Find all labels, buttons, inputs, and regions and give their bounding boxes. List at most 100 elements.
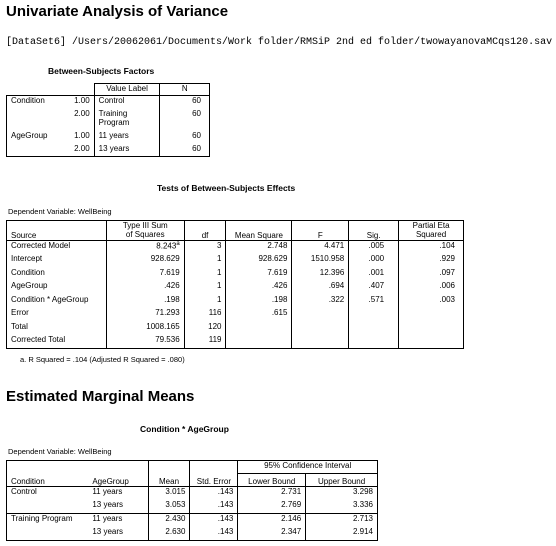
emm-header-upper: Upper Bound xyxy=(305,473,378,487)
emm-header-se: Std. Error xyxy=(189,473,238,487)
emm-mean: 3.015 xyxy=(147,486,190,500)
tbse-df: 116 xyxy=(183,308,226,322)
table-row: Intercept 928.629 1 928.629 1510.958 .00… xyxy=(7,254,464,268)
bsf-label: Training Program xyxy=(93,108,160,131)
tbse-sig: .001 xyxy=(348,267,399,281)
emm-se: .143 xyxy=(189,486,238,500)
between-subjects-factors-table: Value Label N Condition 1.00 Control 60 … xyxy=(6,83,210,157)
tbse-header-ss-line1: Type III Sum xyxy=(122,221,168,230)
tbse-header-ss: Type III Sum of Squares xyxy=(105,220,185,241)
tbse-eta: .006 xyxy=(398,281,464,295)
tbse-ss: 928.629 xyxy=(105,254,185,268)
emm-se: .143 xyxy=(189,513,238,527)
tbse-f xyxy=(291,308,349,322)
bsf-value: 2.00 xyxy=(61,143,95,157)
tbse-header-sig: Sig. xyxy=(348,220,399,241)
tbse-ss: 7.619 xyxy=(105,267,185,281)
tbse-eta xyxy=(398,308,464,322)
tbse-ss: 1008.165 xyxy=(105,321,185,335)
tbse-f: 12.396 xyxy=(291,267,349,281)
emm-agegroup: 11 years xyxy=(92,514,123,523)
tbse-footnote: a. R Squared = .104 (Adjusted R Squared … xyxy=(20,355,185,364)
tbse-f: 1510.958 xyxy=(291,254,349,268)
emm-upper: 2.713 xyxy=(305,513,378,527)
bsf-label: Control xyxy=(93,95,160,109)
tbse-df: 119 xyxy=(183,335,226,349)
bsf-factor: Condition xyxy=(6,95,62,109)
bsf-n: 60 xyxy=(159,143,210,157)
tbse-df: 1 xyxy=(183,294,226,308)
emm-condition xyxy=(7,527,89,541)
table-row: 13 years 2.630 .143 2.347 2.914 xyxy=(7,527,378,541)
tbse-sig xyxy=(348,321,399,335)
bsf-n: 60 xyxy=(159,130,210,144)
bsf-label-line2: Program xyxy=(98,117,130,127)
tbse-eta: .097 xyxy=(398,267,464,281)
emm-mean: 3.053 xyxy=(147,500,190,514)
bsf-title: Between-Subjects Factors xyxy=(48,66,155,76)
tbse-header-source: Source xyxy=(11,230,37,240)
tbse-header-ms: Mean Square xyxy=(225,220,292,241)
bsf-factor xyxy=(6,143,62,157)
table-row: 2.00 13 years 60 xyxy=(6,143,210,157)
tbse-source: Condition * AgeGroup xyxy=(11,294,89,304)
emm-lower: 2.347 xyxy=(237,527,306,541)
table-row: AgeGroup .426 1 .426 .694 .407 .006 xyxy=(7,281,464,295)
tbse-sig: .005 xyxy=(348,240,399,254)
tbse-ss: 71.293 xyxy=(105,308,185,322)
tbse-ms xyxy=(225,335,292,349)
table-row: AgeGroup 1.00 11 years 60 xyxy=(6,130,210,144)
bsf-n: 60 xyxy=(159,108,210,131)
tbse-f: .694 xyxy=(291,281,349,295)
bsf-label: 11 years xyxy=(93,130,160,144)
table-row: Condition * AgeGroup .198 1 .198 .322 .5… xyxy=(7,294,464,308)
emm-lower: 2.769 xyxy=(237,500,306,514)
emm-condition: Training Program xyxy=(11,514,73,523)
emm-header-mean: Mean xyxy=(147,473,190,487)
tbse-df: 1 xyxy=(183,254,226,268)
emm-header-ci: 95% Confidence Interval xyxy=(237,460,378,474)
emm-se: .143 xyxy=(189,527,238,541)
tbse-dependent-variable: Dependent Variable: WellBeing xyxy=(8,207,112,216)
emm-header-condition: Condition xyxy=(11,476,45,486)
table-row: Condition 7.619 1 7.619 12.396 .001 .097 xyxy=(7,267,464,281)
tbse-df: 1 xyxy=(183,281,226,295)
emm-mean: 2.430 xyxy=(147,513,190,527)
tbse-source: Corrected Total xyxy=(11,335,66,344)
bsf-header-value-label: Value Label xyxy=(93,83,161,96)
tbse-ss: .426 xyxy=(105,281,185,295)
emm-upper: 2.914 xyxy=(305,527,378,541)
tbse-ss: .198 xyxy=(105,294,185,308)
emm-lower: 2.146 xyxy=(237,513,306,527)
tbse-eta xyxy=(398,335,464,349)
tbse-source: Condition xyxy=(11,267,45,277)
tbse-sig: .407 xyxy=(348,281,399,295)
estimated-marginal-means-table: 95% Confidence Interval Condition AgeGro… xyxy=(6,460,378,541)
bsf-factor: AgeGroup xyxy=(6,130,62,144)
bsf-header-n: N xyxy=(159,83,210,96)
table-row: Error 71.293 116 .615 xyxy=(7,308,464,322)
tbse-header-ss-line2: of Squares xyxy=(125,230,165,240)
tbse-eta: .104 xyxy=(398,240,464,254)
tbse-header-eta-line1: Partial Eta xyxy=(412,221,450,230)
tbse-eta: .003 xyxy=(398,294,464,308)
emm-agegroup: 11 years xyxy=(92,487,123,496)
tbse-f: 4.471 xyxy=(291,240,349,254)
tbse-header-eta-line2: Squared xyxy=(415,230,447,240)
table-row: Corrected Model 8.243a 3 2.748 4.471 .00… xyxy=(7,240,464,254)
emm-dependent-variable: Dependent Variable: WellBeing xyxy=(8,447,112,456)
tbse-title: Tests of Between-Subjects Effects xyxy=(157,183,296,193)
tbse-df: 3 xyxy=(183,240,226,254)
tbse-df: 120 xyxy=(183,321,226,335)
tbse-sig xyxy=(348,308,399,322)
table-row: Condition 1.00 Control 60 xyxy=(6,95,210,109)
tbse-header-df: df xyxy=(183,220,226,241)
emm-se: .143 xyxy=(189,500,238,514)
tbse-header-f: F xyxy=(291,220,349,241)
tbse-df: 1 xyxy=(183,267,226,281)
tbse-sig: .571 xyxy=(348,294,399,308)
tbse-sig: .000 xyxy=(348,254,399,268)
tbse-source: Intercept xyxy=(11,254,43,263)
tbse-ms: .426 xyxy=(225,281,292,295)
emm-header-lower: Lower Bound xyxy=(237,473,306,487)
